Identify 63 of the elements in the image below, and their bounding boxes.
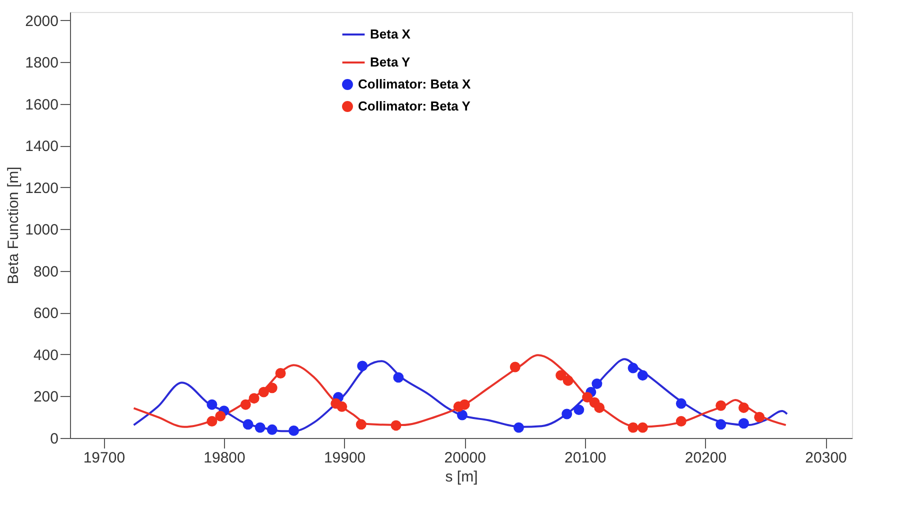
point <box>266 424 278 435</box>
x-tick-label: 19700 <box>83 450 126 466</box>
legend-label: Beta X <box>370 26 411 42</box>
point <box>266 382 278 394</box>
point <box>716 419 726 430</box>
y-tick-label: 600 <box>33 305 58 322</box>
y-tick-label: 800 <box>33 263 58 280</box>
point <box>459 399 470 410</box>
legend-label: Collimator: Beta Y <box>358 98 471 114</box>
x-axis-title: s [m] <box>445 468 478 486</box>
point <box>637 370 648 381</box>
point <box>206 399 218 410</box>
point <box>582 392 593 403</box>
point <box>288 425 300 436</box>
point <box>336 401 348 412</box>
x-tick-label: 20100 <box>564 450 606 466</box>
point <box>456 410 468 420</box>
y-tick-label: 1400 <box>25 138 58 156</box>
point <box>637 422 648 433</box>
y-tick-label: 1000 <box>25 222 58 239</box>
point <box>594 402 605 413</box>
y-tick-label: 1200 <box>25 180 58 197</box>
point <box>258 386 269 398</box>
x-tick-label: 19800 <box>204 450 246 466</box>
y-tick-label: 400 <box>33 346 58 364</box>
point <box>716 400 726 411</box>
point <box>592 378 602 389</box>
point <box>562 408 572 420</box>
point <box>754 412 765 422</box>
y-tick-label: 200 <box>33 388 58 406</box>
point <box>514 422 524 433</box>
point <box>242 419 254 430</box>
point <box>254 422 266 433</box>
point <box>275 368 286 378</box>
point <box>676 398 686 409</box>
y-tick-label: 0 <box>50 430 58 448</box>
point <box>215 410 226 422</box>
y-tick-label: 2000 <box>25 12 58 30</box>
point <box>628 362 638 374</box>
legend-label: Collimator: Beta X <box>358 76 472 92</box>
y-tick-label: 1800 <box>25 54 58 72</box>
legend-label: Beta Y <box>370 54 411 70</box>
point <box>357 360 368 372</box>
point <box>240 399 251 410</box>
point <box>556 370 566 381</box>
point <box>390 420 402 431</box>
point <box>356 419 366 430</box>
point <box>206 416 218 427</box>
point <box>628 422 638 433</box>
point <box>393 372 404 383</box>
point <box>510 362 520 372</box>
point <box>562 375 574 386</box>
point <box>738 402 749 413</box>
point <box>676 416 686 427</box>
point <box>248 393 260 404</box>
x-tick-label: 20000 <box>444 450 486 466</box>
y-axis-title: Beta Function [m] <box>5 166 22 284</box>
y-tick-label: 1600 <box>25 96 58 114</box>
x-tick-label: 20300 <box>805 450 847 466</box>
point <box>738 418 749 429</box>
x-tick-label: 19900 <box>324 450 366 466</box>
x-tick-label: 20200 <box>684 450 727 466</box>
point <box>574 404 584 416</box>
